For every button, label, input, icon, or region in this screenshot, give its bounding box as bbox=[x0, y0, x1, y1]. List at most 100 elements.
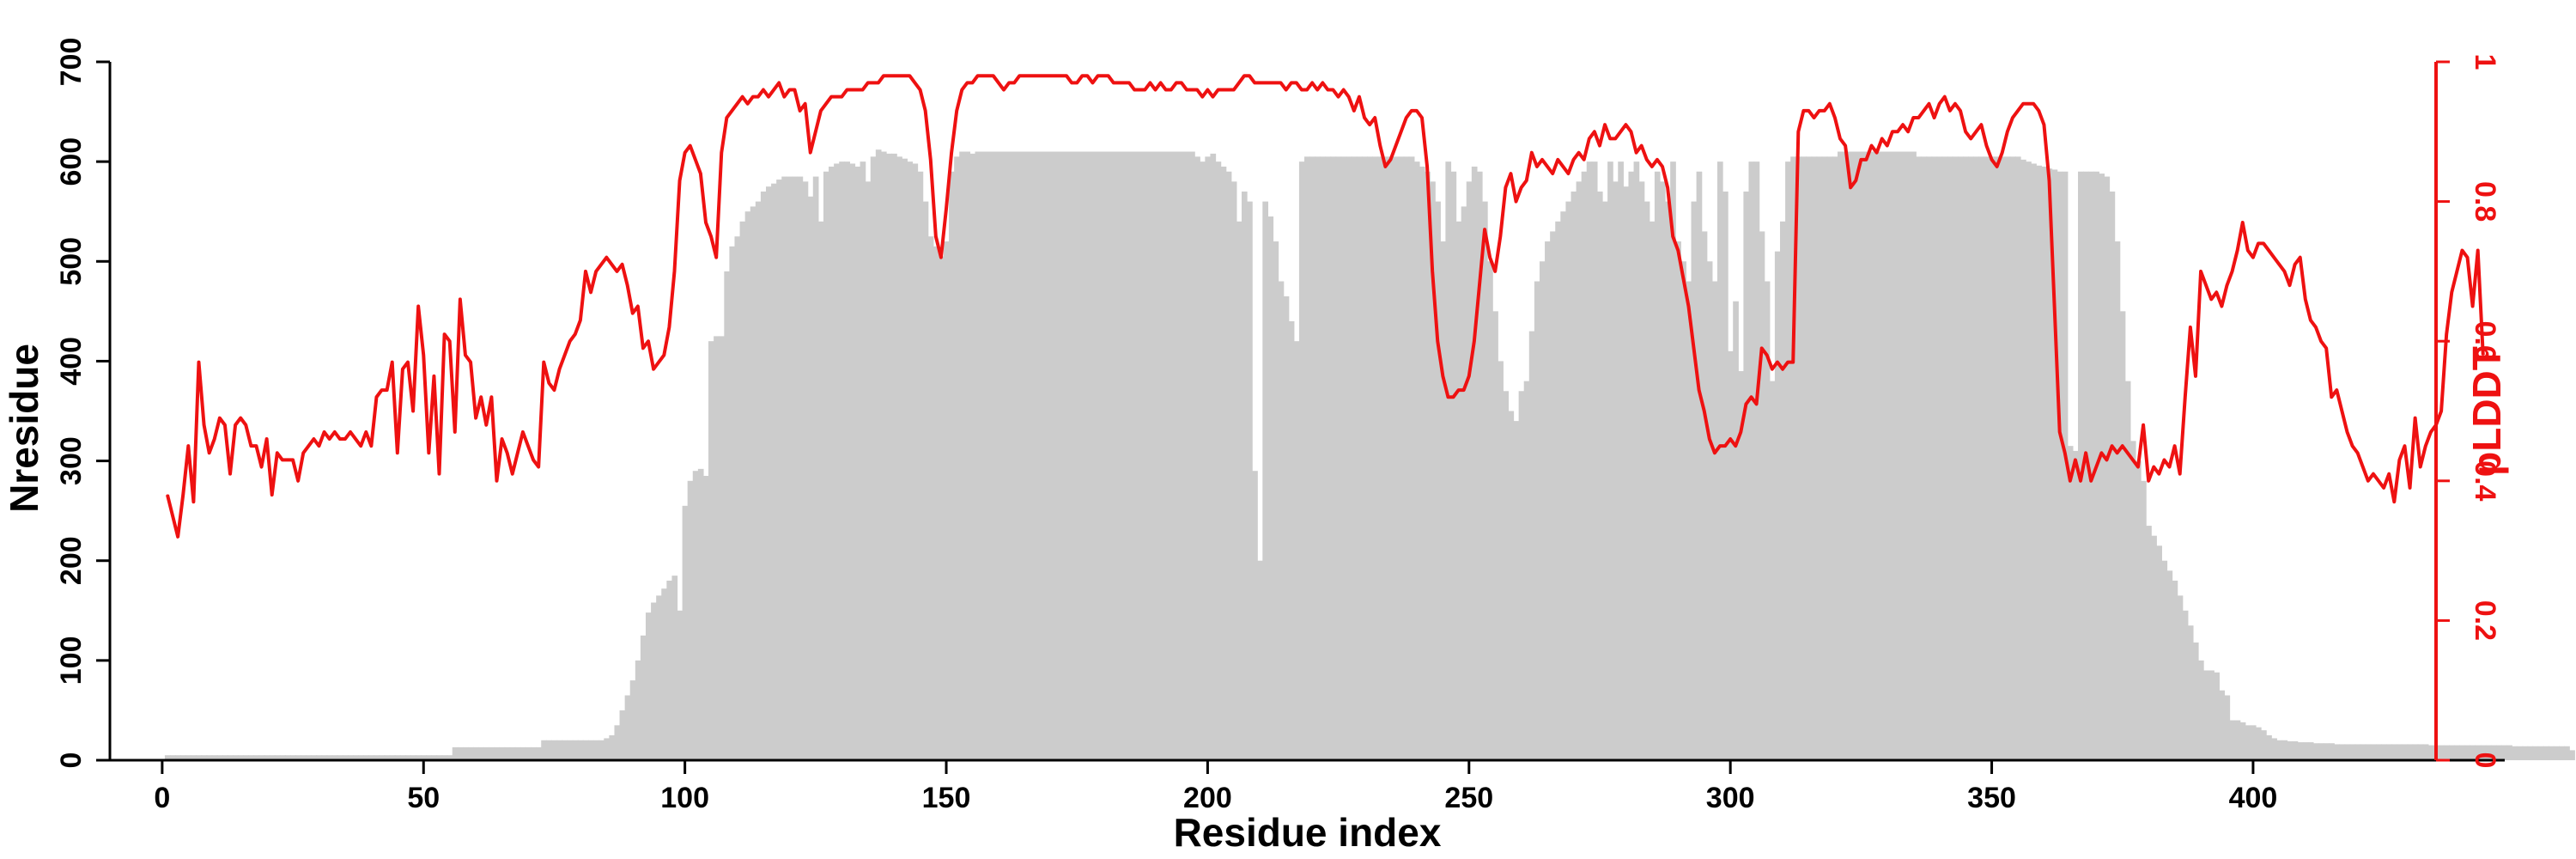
plddt-point bbox=[1928, 102, 1930, 105]
plddt-point bbox=[956, 110, 957, 112]
plddt-point bbox=[172, 515, 173, 517]
plddt-point bbox=[397, 452, 398, 454]
plddt-point bbox=[1897, 131, 1899, 133]
plddt-point bbox=[1917, 117, 1920, 119]
bar bbox=[2370, 744, 2377, 760]
plddt-point bbox=[1034, 75, 1036, 77]
plddt-point bbox=[2080, 480, 2081, 482]
plddt-point bbox=[1374, 117, 1376, 119]
plddt-point bbox=[762, 88, 764, 91]
bar bbox=[1508, 411, 1515, 760]
bar bbox=[661, 588, 667, 760]
bar bbox=[1346, 156, 1352, 761]
plddt-point bbox=[689, 144, 691, 147]
plddt-point bbox=[517, 452, 519, 454]
bar bbox=[1843, 151, 1849, 760]
bar bbox=[2527, 746, 2534, 760]
bar bbox=[536, 746, 542, 760]
y-left-tick-label: 0 bbox=[55, 752, 88, 769]
bar bbox=[2444, 745, 2450, 760]
plddt-point bbox=[2215, 291, 2218, 294]
bar bbox=[849, 163, 856, 761]
bar bbox=[1293, 341, 1300, 760]
bar bbox=[567, 740, 574, 760]
plddt-point bbox=[370, 445, 373, 447]
bar bbox=[1968, 156, 1974, 761]
bar bbox=[1565, 201, 1572, 761]
plddt-point bbox=[2184, 396, 2186, 399]
bar bbox=[2129, 441, 2136, 760]
bar bbox=[2537, 746, 2544, 760]
plddt-point bbox=[2069, 480, 2071, 482]
bar bbox=[1455, 221, 1462, 761]
plddt-point bbox=[616, 271, 618, 272]
bar bbox=[1330, 156, 1337, 761]
bar bbox=[651, 602, 657, 760]
plddt-point bbox=[1572, 159, 1575, 161]
bar bbox=[1315, 156, 1321, 761]
plddt-point bbox=[1321, 82, 1324, 84]
plddt-point bbox=[872, 82, 874, 84]
bar bbox=[1905, 151, 1911, 760]
plddt-point bbox=[1672, 235, 1674, 238]
x-tick-label: 250 bbox=[1444, 782, 1493, 814]
plddt-point bbox=[1777, 361, 1778, 363]
plddt-point bbox=[1364, 117, 1365, 119]
bar bbox=[959, 151, 965, 760]
bar bbox=[269, 755, 276, 760]
bar bbox=[1596, 191, 1603, 761]
bar bbox=[2224, 695, 2231, 760]
bar bbox=[1320, 156, 1326, 761]
plddt-point bbox=[1076, 82, 1078, 84]
plddt-point bbox=[1760, 347, 1763, 350]
bar bbox=[2271, 738, 2277, 760]
bar bbox=[1230, 181, 1237, 760]
bar bbox=[1623, 186, 1630, 760]
plddt-point bbox=[245, 423, 247, 426]
plddt-point bbox=[2315, 326, 2317, 328]
bar bbox=[1325, 156, 1332, 761]
bar bbox=[938, 256, 945, 761]
bar bbox=[410, 755, 416, 760]
plddt-point bbox=[783, 95, 786, 98]
bar bbox=[1534, 281, 1540, 760]
bar bbox=[2501, 745, 2507, 760]
bar bbox=[1691, 201, 1698, 761]
plddt-point bbox=[543, 361, 545, 363]
plddt-point bbox=[768, 95, 769, 98]
plddt-point bbox=[1609, 137, 1611, 140]
plddt-point bbox=[2116, 452, 2118, 454]
plddt-point bbox=[1003, 88, 1005, 91]
plddt-point bbox=[208, 452, 210, 454]
plddt-point bbox=[563, 354, 566, 356]
bar bbox=[1430, 181, 1436, 760]
plddt-point bbox=[1662, 166, 1663, 168]
plddt-series-line bbox=[166, 74, 2485, 539]
bar bbox=[666, 580, 673, 760]
plddt-point bbox=[1667, 186, 1668, 189]
plddt-point bbox=[658, 361, 659, 363]
plddt-point bbox=[297, 480, 299, 482]
x-axis-title: Residue index bbox=[1174, 810, 1442, 855]
plddt-point bbox=[2043, 124, 2045, 125]
bar bbox=[1157, 151, 1164, 760]
bar bbox=[1200, 161, 1206, 760]
plddt-point bbox=[1589, 137, 1590, 140]
bar bbox=[2297, 742, 2304, 760]
bar bbox=[2365, 744, 2372, 760]
bar bbox=[1090, 151, 1097, 760]
bar bbox=[865, 181, 872, 760]
bar bbox=[358, 755, 364, 760]
bar bbox=[2266, 734, 2272, 760]
plddt-point bbox=[605, 256, 608, 259]
bar bbox=[902, 158, 908, 760]
bar bbox=[2506, 745, 2512, 760]
bar bbox=[1649, 221, 1656, 761]
plddt-point bbox=[1954, 102, 1956, 105]
bar bbox=[499, 746, 506, 760]
plddt-point bbox=[558, 368, 561, 370]
plddt-point bbox=[2403, 445, 2406, 447]
plddt-point bbox=[1510, 173, 1512, 174]
bar bbox=[1351, 156, 1358, 761]
